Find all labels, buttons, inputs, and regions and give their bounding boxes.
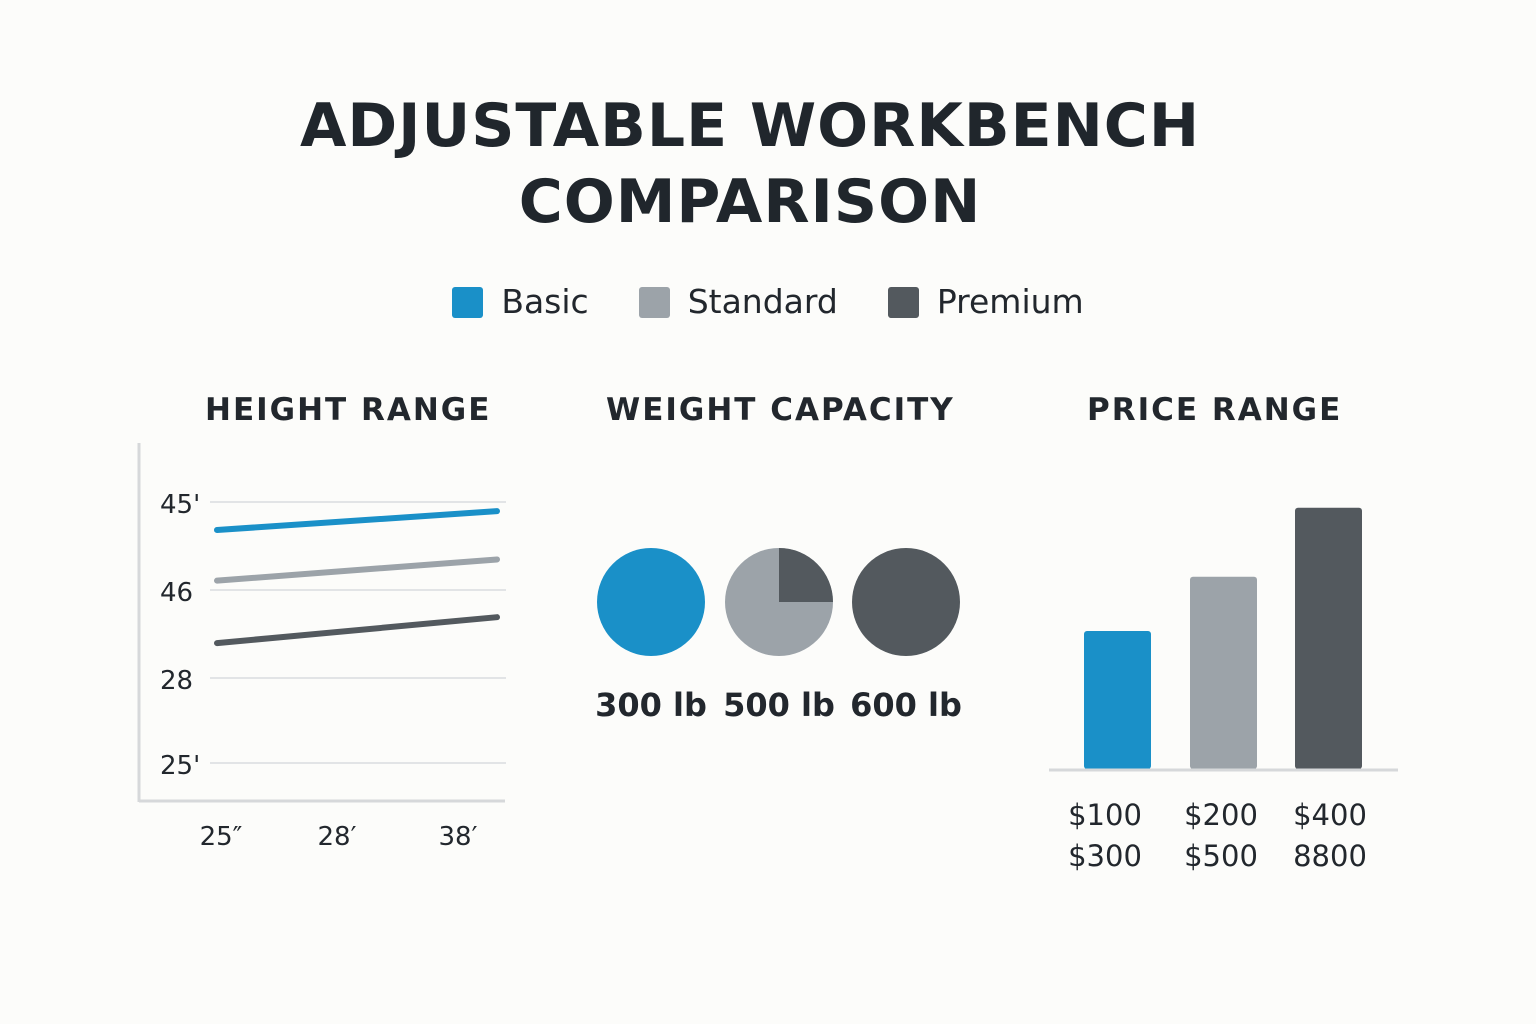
title-line-2: COMPARISON bbox=[518, 167, 982, 237]
height-line-premium bbox=[214, 614, 500, 647]
legend-label-premium: Premium bbox=[936, 282, 1084, 321]
weight-label: 300 lb bbox=[595, 686, 707, 724]
price-bar-premium bbox=[1295, 507, 1362, 769]
height-y-tick-label: 25' bbox=[160, 751, 200, 781]
height-line-standard bbox=[214, 556, 500, 584]
height-range-title: HEIGHT RANGE bbox=[205, 392, 492, 428]
price-range-title: PRICE RANGE bbox=[1087, 392, 1343, 428]
price-label-high: 8800 bbox=[1293, 839, 1367, 873]
price-bar-standard bbox=[1190, 576, 1257, 769]
weight-capacity-title: WEIGHT CAPACITY bbox=[606, 392, 955, 428]
legend-item-basic: Basic bbox=[452, 280, 589, 324]
legend-label-standard: Standard bbox=[687, 282, 838, 321]
legend-swatch-premium bbox=[887, 286, 919, 318]
height-x-tick-label: 28′ bbox=[318, 822, 357, 852]
legend-swatch-basic bbox=[452, 286, 484, 318]
weight-label: 500 lb bbox=[723, 686, 835, 724]
weight-pie-1 bbox=[597, 548, 705, 656]
price-label-high: $500 bbox=[1184, 839, 1258, 873]
weight-pie-3 bbox=[852, 548, 960, 656]
price-label-high: $300 bbox=[1068, 839, 1142, 873]
price-label-low: $100 bbox=[1068, 798, 1142, 832]
title-line-1: ADJUSTABLE WORKBENCH bbox=[299, 91, 1201, 161]
price-label-low: $200 bbox=[1184, 798, 1258, 832]
height-x-tick-label: 25″ bbox=[200, 822, 243, 852]
price-bar-basic bbox=[1084, 631, 1151, 769]
legend-label-basic: Basic bbox=[501, 282, 589, 321]
legend-item-premium: Premium bbox=[887, 280, 1084, 324]
weight-label: 600 lb bbox=[850, 686, 962, 724]
price-label-low: $400 bbox=[1293, 798, 1367, 832]
height-y-tick-label: 45' bbox=[160, 490, 200, 520]
height-x-tick-label: 38′ bbox=[439, 822, 478, 852]
height-line-basic bbox=[214, 508, 500, 533]
weight-pie-slice-2 bbox=[779, 548, 833, 602]
legend-swatch-standard bbox=[638, 286, 670, 318]
legend-item-standard: Standard bbox=[638, 280, 838, 324]
legend: Basic Standard Premium bbox=[0, 280, 1536, 324]
height-y-tick-label: 28 bbox=[160, 666, 193, 696]
chart-title: ADJUSTABLE WORKBENCH COMPARISON bbox=[0, 88, 1500, 240]
height-y-tick-label: 46 bbox=[160, 578, 193, 608]
